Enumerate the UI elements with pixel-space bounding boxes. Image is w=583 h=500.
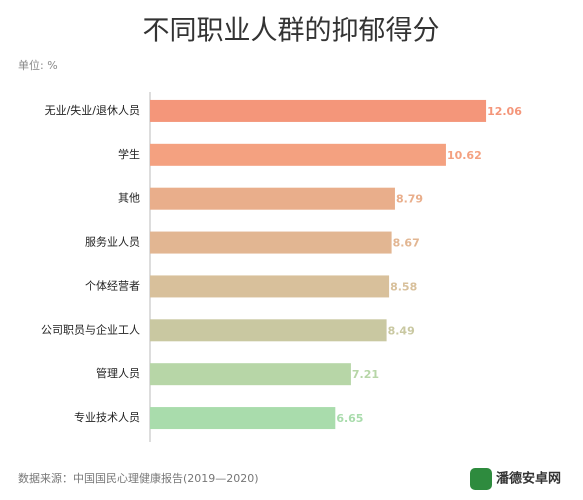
bar (150, 231, 392, 254)
value-label: 8.79 (396, 193, 423, 206)
value-label: 10.62 (447, 149, 482, 162)
bar (150, 407, 336, 430)
y-tick-label: 管理人员 (96, 366, 140, 380)
value-label: 8.58 (390, 280, 417, 293)
bar (150, 363, 351, 386)
y-tick-label: 其他 (118, 192, 140, 205)
y-tick-label: 服务业人员 (85, 236, 140, 249)
value-label: 6.65 (336, 412, 363, 425)
value-label: 8.67 (393, 237, 420, 250)
source-note: 数据来源：中国国民心理健康报告(2019—2020) (18, 471, 259, 485)
y-tick-label: 公司职员与企业工人 (41, 322, 140, 336)
value-label: 8.49 (388, 324, 415, 337)
bar (150, 99, 487, 122)
value-label: 7.21 (352, 368, 379, 381)
y-tick-label: 专业技术人员 (74, 410, 140, 424)
value-label: 12.06 (487, 105, 522, 118)
chart-title: 不同职业人群的抑郁得分 (143, 16, 440, 47)
y-tick-label: 学生 (118, 147, 140, 161)
bar (150, 143, 446, 166)
watermark: 潘德安卓网 (496, 471, 561, 487)
unit-note: 单位: % (18, 58, 58, 72)
bar (150, 275, 390, 298)
bar (150, 187, 395, 210)
bar (150, 319, 387, 342)
y-tick-label: 个体经营者 (85, 278, 140, 292)
y-tick-label: 无业/失业/退休人员 (45, 104, 140, 117)
watermark-icon (470, 468, 492, 490)
